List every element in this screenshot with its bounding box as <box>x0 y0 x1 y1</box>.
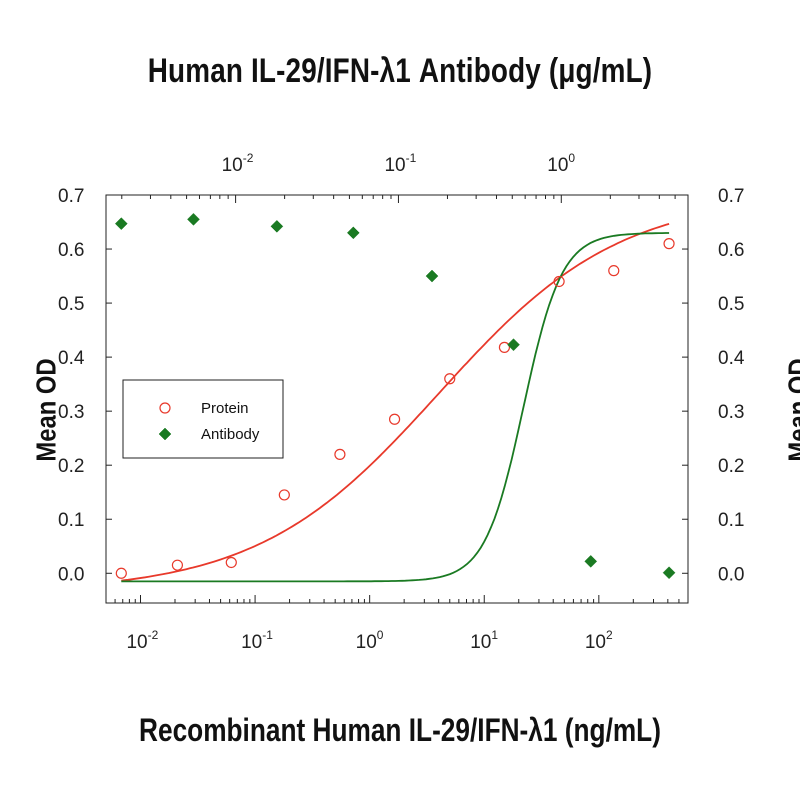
x-tick-label: 100 <box>356 628 384 653</box>
data-point-antibody <box>425 269 439 283</box>
data-point-protein <box>663 238 675 250</box>
y-tick-label-right: 0.3 <box>718 402 744 423</box>
y-tick-label-left: 0.3 <box>58 402 84 423</box>
top-x-tick-label: 10-1 <box>384 151 416 176</box>
top-x-tick-label: 100 <box>547 151 575 176</box>
data-point-antibody <box>270 219 284 233</box>
legend-marker-protein <box>159 402 171 414</box>
data-point-protein <box>115 567 127 579</box>
data-point-protein <box>171 559 184 571</box>
data-point-protein <box>334 448 346 460</box>
x-tick-label: 10-2 <box>126 628 158 653</box>
y-tick-label-left: 0.6 <box>58 240 84 261</box>
y-tick-label-left: 0.1 <box>58 510 84 531</box>
chart-title: Human IL-29/IFN-λ1 Antibody (μg/mL) <box>147 52 653 90</box>
legend-box <box>122 379 284 459</box>
data-point-antibody <box>662 566 676 580</box>
top-x-tick-label: 10-2 <box>222 151 254 176</box>
x-tick-label: 101 <box>470 628 498 653</box>
y-tick-label-left: 0.5 <box>58 294 84 315</box>
fit-curve-antibody <box>121 232 670 583</box>
y-tick-label-right: 0.1 <box>718 510 744 531</box>
plot-frame <box>105 194 689 604</box>
data-point-protein <box>608 265 620 277</box>
y-tick-label-right: 0.4 <box>718 348 745 369</box>
x-axis-label: Recombinant Human IL-29/IFN-λ1 (ng/mL) <box>139 712 661 748</box>
y-tick-label-right: 0.2 <box>718 456 744 477</box>
data-point-protein <box>278 489 290 501</box>
data-point-protein <box>225 556 237 569</box>
data-point-antibody <box>114 217 128 230</box>
y-tick-label-left: 0.7 <box>58 186 84 207</box>
data-point-protein <box>388 413 401 425</box>
legend-label-protein: Protein <box>201 400 249 417</box>
x-tick-label: 10-1 <box>241 628 273 653</box>
y-tick-label-right: 0.5 <box>718 294 744 315</box>
data-point-antibody <box>187 212 200 226</box>
y-tick-label-right: 0.6 <box>718 240 744 261</box>
legend-label-antibody: Antibody <box>201 426 260 443</box>
y-tick-label-right: 0.0 <box>718 564 744 585</box>
data-point-protein <box>498 341 511 353</box>
y-tick-label-left: 0.2 <box>58 456 84 477</box>
y-tick-label-right: 0.7 <box>718 186 744 207</box>
data-point-antibody <box>507 338 520 352</box>
legend-marker-antibody <box>158 427 172 441</box>
data-point-protein <box>553 275 565 288</box>
data-point-protein <box>444 373 456 385</box>
fit-curve-protein <box>121 223 670 582</box>
x-tick-label: 102 <box>585 628 613 653</box>
data-point-antibody <box>584 555 598 568</box>
data-point-antibody <box>346 226 360 240</box>
y-tick-label-left: 0.0 <box>58 564 84 585</box>
y-tick-label-left: 0.4 <box>58 348 85 369</box>
